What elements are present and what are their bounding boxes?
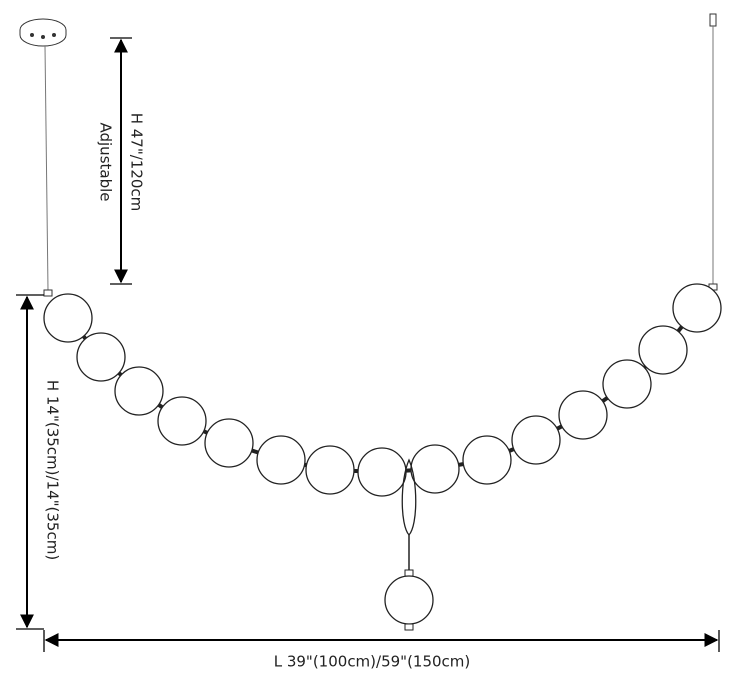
height-adjustable-label: H 47"/120cm xyxy=(128,113,146,212)
adjustable-note: Adjustable xyxy=(97,123,115,202)
fixture xyxy=(19,13,722,631)
dimension-lines xyxy=(16,37,720,652)
fixture-height-label: H 14"(35cm)/14"(35cm) xyxy=(44,380,62,560)
length-label: L 39"(100cm)/59"(150cm) xyxy=(274,653,471,671)
